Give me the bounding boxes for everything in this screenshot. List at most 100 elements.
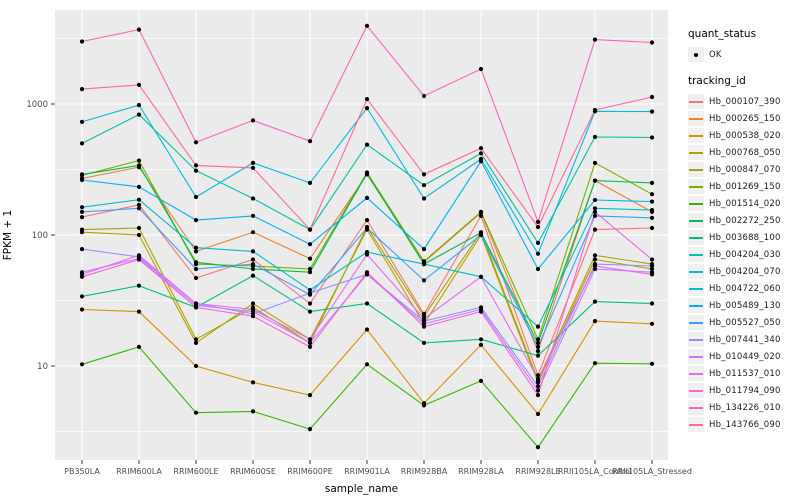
data-point-Hb_003688_100: [649, 301, 655, 306]
data-point-Hb_011794_090: [250, 314, 256, 319]
data-point-Hb_001514_020: [193, 410, 199, 415]
line-swatch-icon: [689, 270, 703, 273]
data-point-Hb_143766_090: [535, 224, 541, 230]
data-point-Hb_000768_050: [649, 266, 655, 272]
legend-key-box: [688, 383, 704, 398]
data-point-Hb_003688_100: [421, 340, 427, 345]
data-point-Hb_005489_130: [250, 213, 256, 218]
data-point-Hb_005527_050: [136, 206, 142, 211]
data-point-Hb_134226_010: [535, 219, 541, 224]
legend-key-box: [688, 400, 704, 415]
legend-key-box: [688, 94, 704, 109]
line-swatch-icon: [689, 117, 703, 120]
point-icon: [694, 52, 698, 57]
legend-item-Hb_001269_150[interactable]: Hb_001269_150: [688, 178, 800, 195]
data-point-Hb_001514_020: [592, 361, 598, 366]
legend-key-box: [688, 230, 704, 245]
data-point-Hb_000107_390: [478, 213, 484, 218]
legend-item-Hb_003688_100[interactable]: Hb_003688_100: [688, 229, 800, 246]
data-point-Hb_005489_130: [478, 159, 484, 164]
line-swatch-icon: [689, 202, 703, 205]
legend-item-label: Hb_143766_090: [709, 419, 781, 430]
legend-item-Hb_000847_070[interactable]: Hb_000847_070: [688, 161, 800, 178]
data-point-Hb_004204_030: [193, 168, 199, 173]
data-point-Hb_005489_130: [649, 199, 655, 204]
data-point-Hb_005527_050: [250, 262, 256, 267]
legend-item-Hb_010449_020[interactable]: Hb_010449_020: [688, 348, 800, 365]
data-point-Hb_000768_050: [250, 301, 256, 306]
legend-item-Hb_000768_050[interactable]: Hb_000768_050: [688, 144, 800, 161]
data-point-Hb_011537_010: [193, 301, 199, 306]
legend-key-box: [688, 213, 704, 228]
data-point-Hb_003688_100: [535, 353, 541, 358]
x-tick-label: RRIM600LE: [173, 467, 218, 476]
legend-tracking-id-items: Hb_000107_390 Hb_000265_150 Hb_000538_020 H…: [688, 93, 800, 433]
data-point-Hb_005527_050: [535, 344, 541, 349]
y-tick-label: 1000: [26, 100, 48, 110]
data-point-Hb_000538_020: [193, 363, 199, 369]
data-point-Hb_004722_060: [79, 119, 85, 124]
data-point-Hb_001514_020: [136, 344, 142, 349]
legend-item-Hb_134226_010[interactable]: Hb_134226_010: [688, 399, 800, 416]
data-point-Hb_004204_070: [250, 249, 256, 254]
legend-tracking-id-block: tracking_id Hb_000107_390 Hb_000265_150 Hb…: [688, 75, 800, 433]
x-tick-label: RRII105LA_Control: [558, 467, 632, 476]
x-tick-label: RRIM600LA: [116, 467, 162, 476]
legend-item-Hb_004204_030[interactable]: Hb_004204_030: [688, 246, 800, 263]
legend-item-Hb_001514_020[interactable]: Hb_001514_020: [688, 195, 800, 212]
data-point-Hb_001514_020: [421, 403, 427, 408]
legend-item-Hb_004204_070[interactable]: Hb_004204_070: [688, 263, 800, 280]
legend-item-label: Hb_001269_150: [709, 181, 781, 192]
legend-item-Hb_004722_060[interactable]: Hb_004722_060: [688, 280, 800, 297]
data-point-Hb_000768_050: [136, 232, 142, 238]
data-point-Hb_134226_010: [136, 27, 142, 32]
legend-item-Hb_000265_150[interactable]: Hb_000265_150: [688, 110, 800, 127]
data-point-Hb_000538_020: [592, 319, 598, 324]
data-point-Hb_004722_060: [193, 194, 199, 200]
legend-item-Hb_005527_050[interactable]: Hb_005527_050: [688, 314, 800, 331]
axis-tick-labels-group: 10 100 1000 PB350LA RRIM600LA RRIM600LE RRIM60…: [26, 100, 692, 476]
legend-item-label: Hb_007441_340: [709, 334, 781, 345]
data-point-Hb_001514_020: [478, 378, 484, 383]
data-point-Hb_000847_070: [79, 227, 85, 232]
data-point-Hb_000538_020: [250, 380, 256, 385]
legend-item-label: Hb_011794_090: [709, 385, 781, 396]
legend-item-Hb_011794_090[interactable]: Hb_011794_090: [688, 382, 800, 399]
data-point-Hb_004722_060: [136, 103, 142, 108]
data-point-Hb_001514_020: [649, 361, 655, 366]
legend-item-Hb_000538_020[interactable]: Hb_000538_020: [688, 127, 800, 144]
data-point-Hb_004204_030: [592, 134, 598, 140]
data-point-Hb_134226_010: [421, 93, 427, 99]
y-tick-label: 10: [37, 362, 48, 372]
legend-item-Hb_143766_090[interactable]: Hb_143766_090: [688, 416, 800, 433]
legend-item-label: Hb_002272_250: [709, 215, 781, 226]
data-point-Hb_011794_090: [193, 305, 199, 310]
data-point-Hb_000847_070: [592, 253, 598, 258]
data-point-Hb_003688_100: [250, 273, 256, 278]
data-point-Hb_003688_100: [79, 294, 85, 299]
data-point-Hb_002272_250: [250, 266, 256, 272]
data-point-Hb_005527_050: [649, 215, 655, 220]
data-point-Hb_004722_060: [421, 196, 427, 201]
line-swatch-icon: [689, 287, 703, 290]
legend-key-box: [688, 196, 704, 211]
legend-key-box: [688, 264, 704, 279]
data-point-Hb_005527_050: [421, 278, 427, 283]
data-point-Hb_004722_060: [364, 106, 370, 111]
data-point-Hb_000768_050: [193, 340, 199, 345]
legend-item-ok[interactable]: OK: [688, 46, 800, 63]
legend-item-Hb_000107_390[interactable]: Hb_000107_390: [688, 93, 800, 110]
legend-item-Hb_011537_010[interactable]: Hb_011537_010: [688, 365, 800, 382]
data-point-Hb_004204_070: [79, 205, 85, 210]
legend-item-Hb_005489_130[interactable]: Hb_005489_130: [688, 297, 800, 314]
legend-item-Hb_007441_340[interactable]: Hb_007441_340: [688, 331, 800, 348]
line-swatch-icon: [689, 185, 703, 188]
x-tick-label: RRIM928LE: [515, 467, 560, 476]
data-point-Hb_143766_090: [193, 163, 199, 168]
data-point-Hb_003688_100: [592, 299, 598, 304]
data-point-Hb_004722_060: [307, 180, 313, 185]
data-point-Hb_011794_090: [478, 309, 484, 314]
legend-item-Hb_002272_250[interactable]: Hb_002272_250: [688, 212, 800, 229]
data-point-Hb_000538_020: [307, 393, 313, 398]
